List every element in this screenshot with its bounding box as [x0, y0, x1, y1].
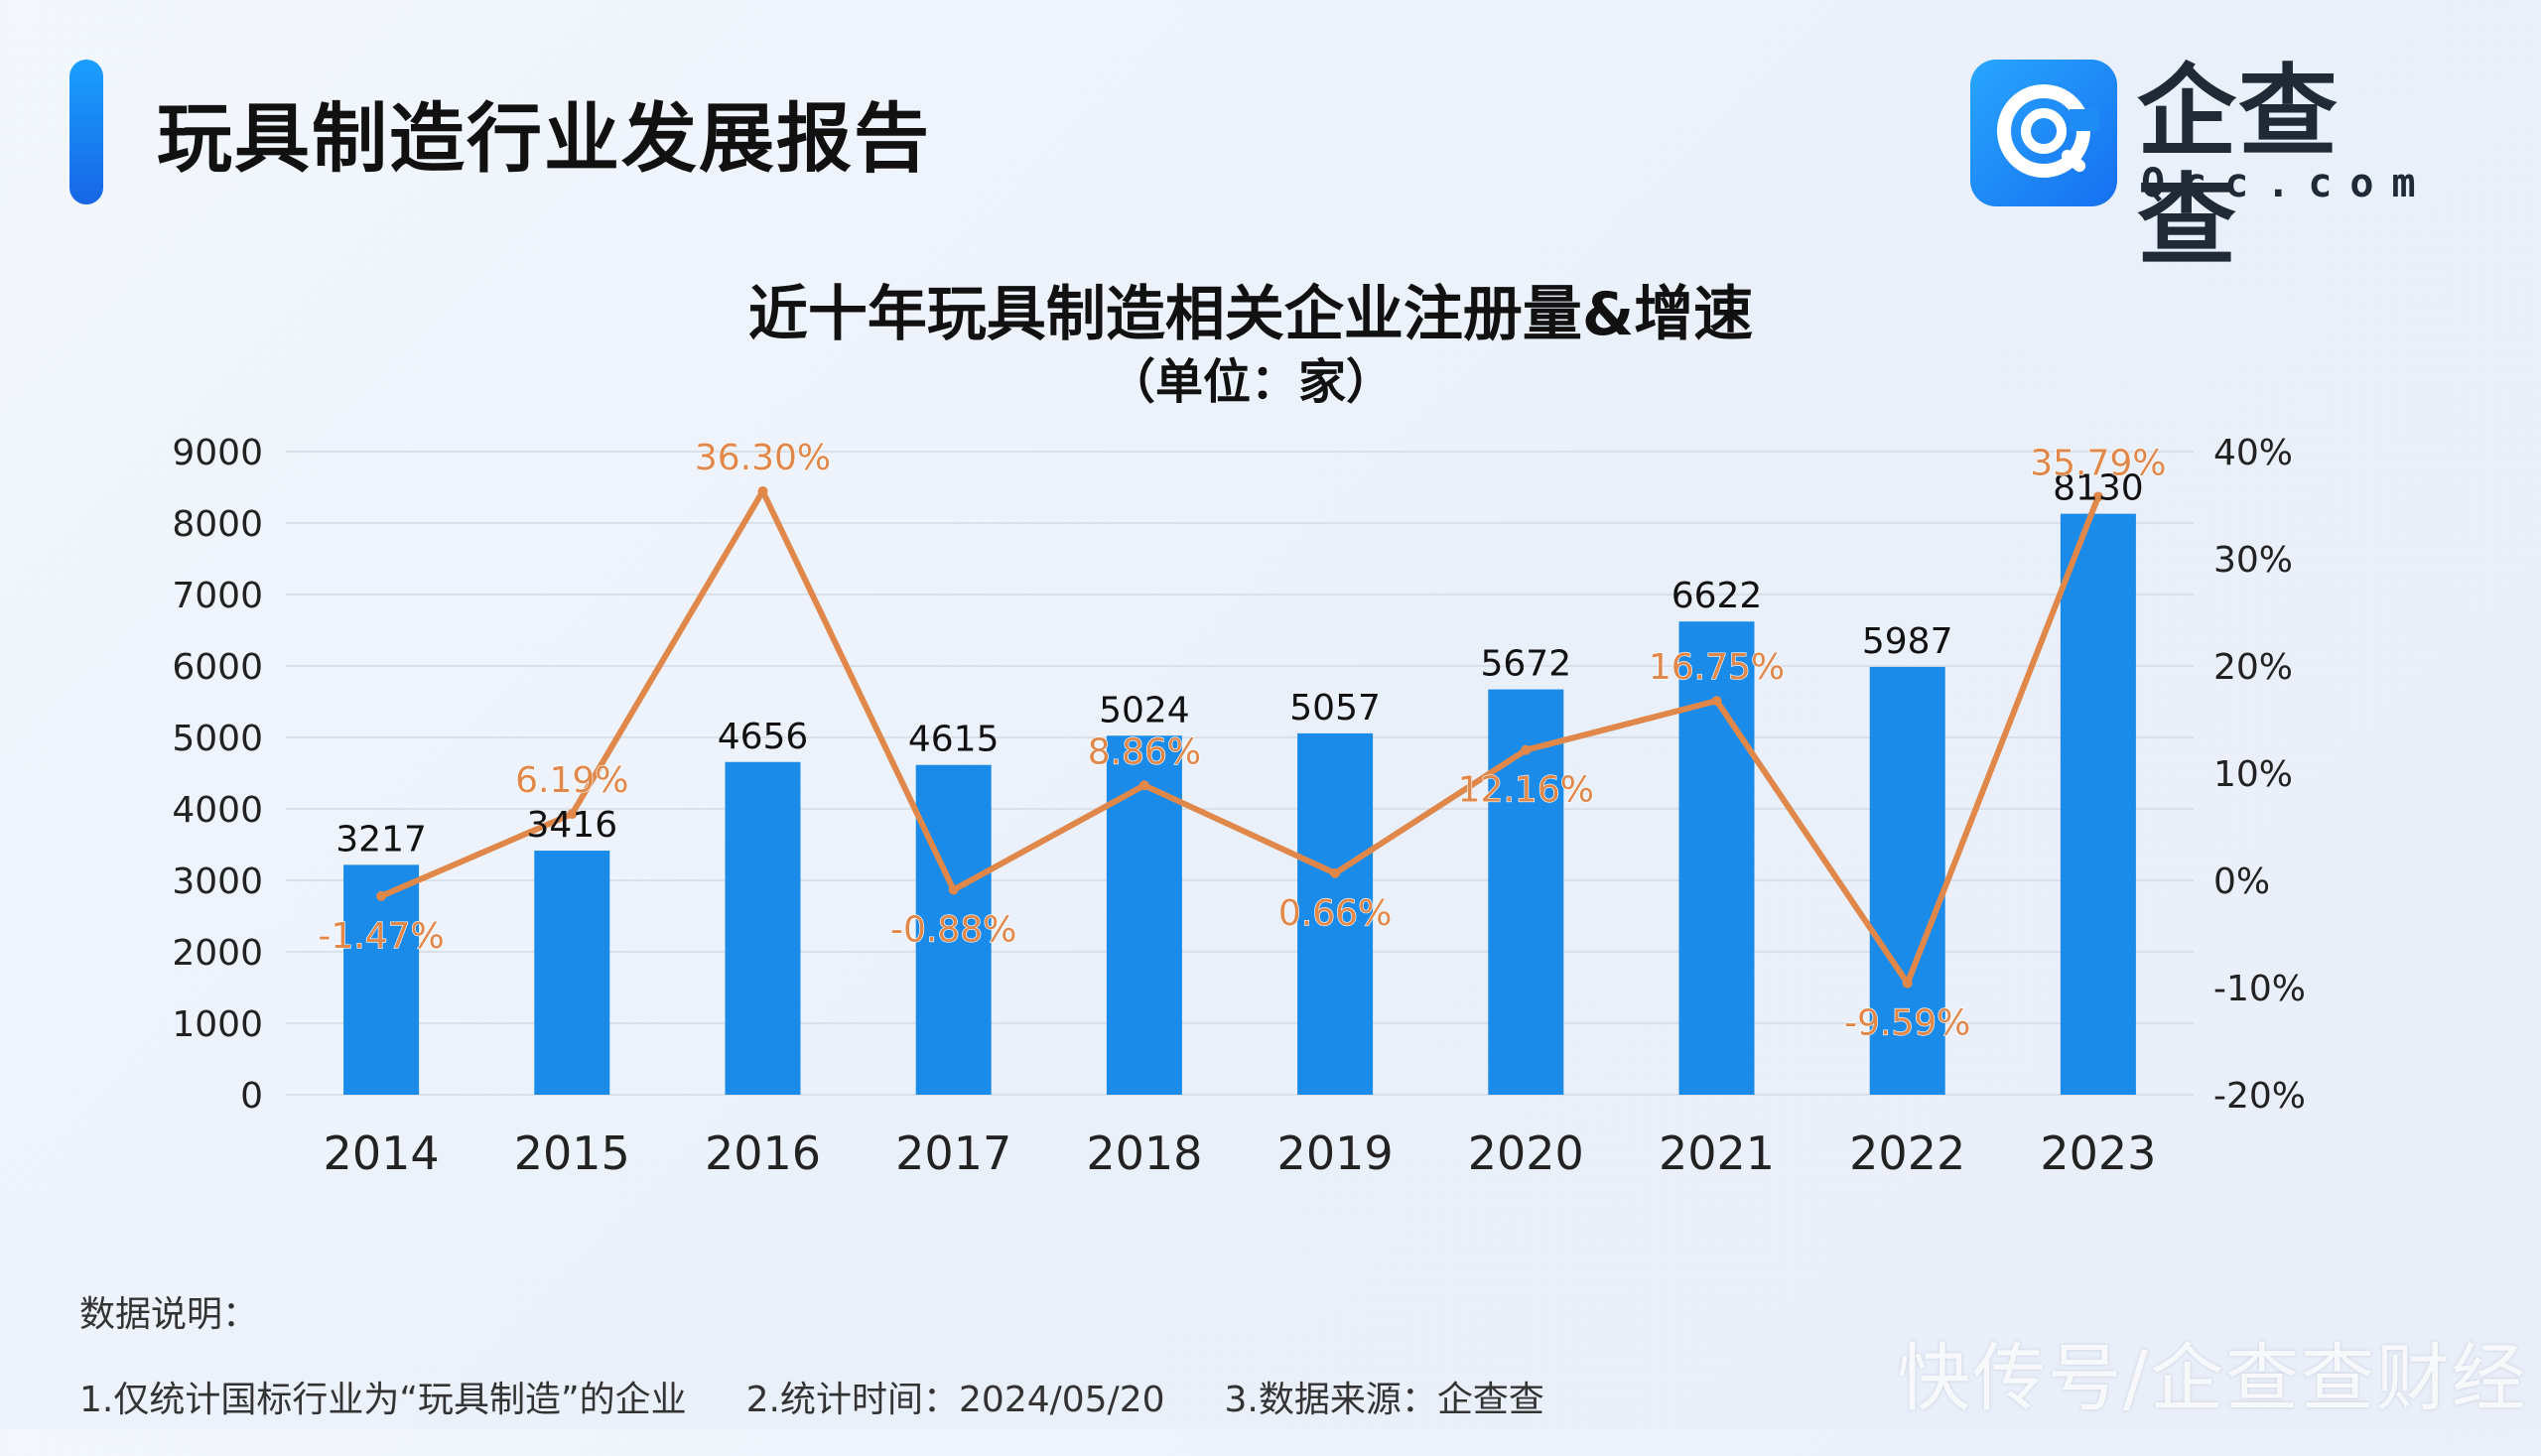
note-item: 1.仅统计国标行业为“玩具制造”的企业 — [79, 1380, 687, 1420]
x-tick-label: 2018 — [1086, 1126, 1202, 1180]
notes-heading: 数据说明： — [79, 1294, 259, 1335]
growth-point — [757, 485, 768, 496]
bar-value-label: 4615 — [908, 720, 1000, 760]
bar-value-label: 5672 — [1480, 644, 1571, 685]
data-notes: 数据说明： 1.仅统计国标行业为“玩具制造”的企业 2.统计时间：2024/05/… — [79, 1285, 1604, 1456]
y-right-tick-label: 40% — [2213, 433, 2293, 473]
bar-value-label: 3416 — [526, 805, 617, 846]
note-item: 2.统计时间：2024/05/20 — [745, 1380, 1165, 1420]
y-right-tick-label: -20% — [2213, 1076, 2306, 1117]
growth-rate-label: 12.16% — [1458, 770, 1594, 811]
x-tick-label: 2019 — [1277, 1126, 1394, 1180]
growth-rate-label: -1.47% — [318, 916, 444, 957]
x-tick-label: 2016 — [705, 1126, 821, 1180]
growth-point — [376, 890, 387, 901]
x-tick-label: 2022 — [1849, 1126, 1965, 1180]
title-accent-bar — [69, 60, 103, 204]
growth-rate-label: 16.75% — [1649, 647, 1785, 688]
combo-chart: 0 1000 2000 3000 4000 5000 6000 7000 8000 9000 -20… — [172, 433, 2306, 1180]
logo-text-en: Qcc.com — [2141, 161, 2434, 206]
bar-value-label: 8130 — [2053, 468, 2144, 509]
growth-rate-label: -9.59% — [1844, 1003, 1970, 1044]
growth-point — [2092, 491, 2103, 502]
bar — [2060, 513, 2136, 1095]
y-right-tick-label: -10% — [2213, 969, 2306, 1009]
growth-rate-label: 0.66% — [1278, 893, 1392, 934]
y-left-tick-label: 3000 — [172, 861, 263, 902]
x-tick-label: 2014 — [324, 1126, 440, 1180]
logo-text-cn: 企查查 — [2137, 54, 2340, 279]
x-tick-label: 2015 — [514, 1126, 630, 1180]
report-title: 玩具制造行业发展报告 — [157, 94, 931, 183]
bar-value-label: 5057 — [1289, 688, 1381, 728]
growth-point — [567, 809, 578, 820]
qcc-logo: 企查查 Qcc.com — [1970, 58, 2437, 276]
watermark: 快传号/企查查财经 — [1897, 1336, 2527, 1421]
y-left-tick-label: 2000 — [172, 933, 263, 974]
bar — [915, 764, 992, 1095]
growth-point — [1521, 744, 1532, 755]
note-item: 3.数据来源：企查查 — [1224, 1380, 1544, 1420]
bar-value-label: 6622 — [1672, 576, 1763, 616]
notes-items: 1.仅统计国标行业为“玩具制造”的企业 2.统计时间：2024/05/20 3.数据… — [79, 1371, 1604, 1422]
bar — [1869, 666, 1945, 1095]
bar-value-label: 3217 — [335, 819, 427, 860]
chart-subtitle: （单位：家） — [1107, 354, 1394, 410]
growth-point — [1711, 696, 1722, 707]
y-right-tick-label: 20% — [2213, 647, 2293, 688]
growth-point — [1138, 780, 1149, 791]
qcc-logo-icon — [1970, 60, 2117, 206]
bar — [1678, 621, 1755, 1095]
growth-rate-label: 36.30% — [695, 438, 831, 478]
bar — [534, 851, 610, 1095]
y-right-tick-label: 30% — [2213, 540, 2293, 581]
y-left-tick-label: 9000 — [172, 433, 263, 473]
growth-point — [948, 884, 959, 895]
bar — [1488, 689, 1564, 1095]
bar-value-label: 4656 — [718, 717, 809, 757]
y-left-tick-label: 1000 — [172, 1004, 263, 1045]
bar — [725, 761, 801, 1095]
y-left-tick-label: 4000 — [172, 790, 263, 831]
x-tick-label: 2021 — [1659, 1126, 1775, 1180]
y-left-tick-label: 6000 — [172, 647, 263, 688]
bar — [343, 864, 420, 1095]
y-left-tick-label: 7000 — [172, 576, 263, 616]
growth-rate-label: -0.88% — [890, 910, 1016, 951]
x-tick-label: 2020 — [1468, 1126, 1584, 1180]
y-left-tick-label: 0 — [240, 1076, 263, 1117]
bar — [1297, 732, 1374, 1095]
chart-title: 近十年玩具制造相关企业注册量&增速 — [747, 280, 1754, 349]
growth-rate-label: 35.79% — [2030, 443, 2166, 483]
y-right-tick-label: 0% — [2213, 861, 2270, 902]
growth-rate-label: 8.86% — [1088, 731, 1201, 772]
x-tick-label: 2023 — [2040, 1126, 2156, 1180]
bar-value-label: 5024 — [1099, 690, 1190, 730]
y-right-tick-label: 10% — [2213, 754, 2293, 795]
growth-rate-label: 6.19% — [515, 760, 628, 801]
growth-line — [379, 488, 2101, 987]
y-left-tick-label: 8000 — [172, 504, 263, 545]
x-tick-label: 2017 — [895, 1126, 1011, 1180]
growth-point — [1330, 867, 1341, 878]
growth-point — [1902, 978, 1913, 989]
bar-value-label: 5987 — [1862, 621, 1953, 662]
y-left-tick-label: 5000 — [172, 719, 263, 759]
